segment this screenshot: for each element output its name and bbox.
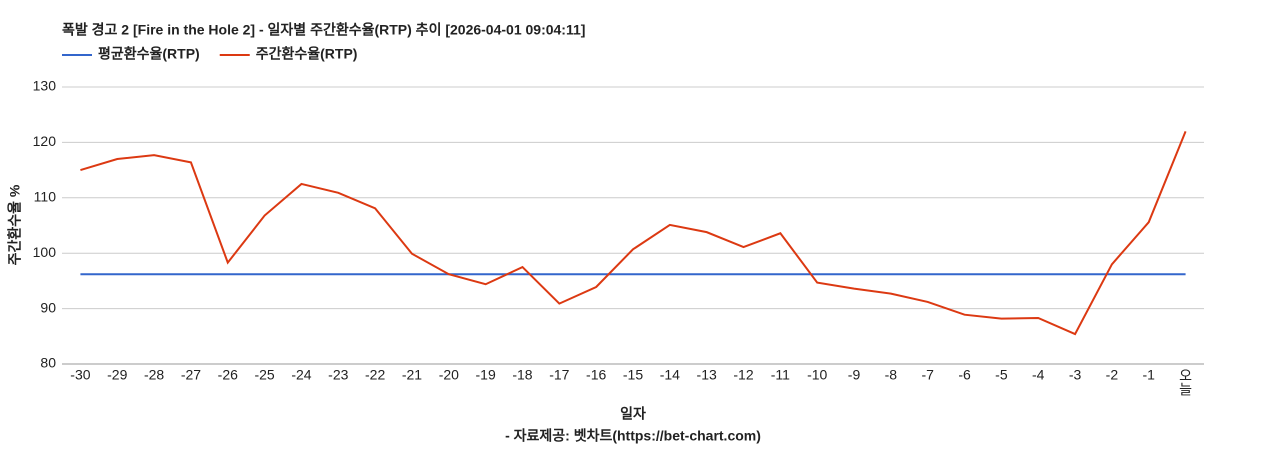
x-tick-label: -6 bbox=[958, 367, 971, 383]
y-tick-label: 90 bbox=[40, 299, 56, 315]
x-tick-label: -11 bbox=[771, 367, 790, 383]
x-tick-label: -24 bbox=[291, 367, 311, 383]
x-tick-label: -3 bbox=[1069, 367, 1082, 383]
x-tick-label: -23 bbox=[328, 367, 348, 383]
x-axis-label: 일자 bbox=[620, 406, 646, 422]
y-tick-label: 110 bbox=[34, 189, 57, 205]
x-tick-label: -20 bbox=[439, 367, 459, 383]
x-tick-label: -10 bbox=[807, 367, 827, 383]
x-tick-label: -12 bbox=[733, 367, 753, 383]
x-tick-label: -27 bbox=[181, 367, 201, 383]
x-tick-label: -8 bbox=[885, 367, 898, 383]
legend-label: 주간환수율(RTP) bbox=[256, 46, 358, 62]
x-tick-label: -2 bbox=[1106, 367, 1119, 383]
legend: 평균환수율(RTP) 주간환수율(RTP) bbox=[62, 46, 357, 62]
x-tick-label: -18 bbox=[512, 367, 532, 383]
x-tick-label: -19 bbox=[476, 367, 496, 383]
x-tick-label: -30 bbox=[70, 367, 90, 383]
x-tick-label: -1 bbox=[1143, 367, 1156, 383]
source: - 자료제공: 벳차트(https://bet-chart.com) bbox=[505, 428, 761, 444]
series-line bbox=[80, 130, 1187, 336]
x-tick-label: -14 bbox=[660, 367, 680, 383]
x-tick-label: -4 bbox=[1032, 367, 1045, 383]
x-tick-label: -5 bbox=[995, 367, 1008, 383]
x-tick-label: -13 bbox=[697, 367, 717, 383]
y-tick-label: 120 bbox=[33, 133, 57, 149]
y-tick-label: 100 bbox=[33, 244, 57, 260]
x-tick-label: 오늘 bbox=[1178, 368, 1194, 396]
x-tick-label: -15 bbox=[623, 367, 643, 383]
x-tick-label: -29 bbox=[107, 367, 127, 383]
x-tick-label: -26 bbox=[218, 367, 238, 383]
x-tick-label: -22 bbox=[365, 367, 385, 383]
chart-title: 폭발 경고 2 [Fire in the Hole 2] - 일자별 주간환수율… bbox=[62, 22, 585, 38]
x-tick-label: -9 bbox=[848, 367, 861, 383]
x-tick-label: -16 bbox=[586, 367, 606, 383]
legend-label: 평균환수율(RTP) bbox=[98, 46, 200, 62]
x-tick-label: -21 bbox=[402, 367, 422, 383]
x-tick-label: -28 bbox=[144, 367, 164, 383]
x-tick-label: -25 bbox=[254, 367, 274, 383]
x-tick-label: -17 bbox=[549, 367, 569, 383]
x-tick-label: -7 bbox=[921, 367, 934, 383]
y-tick-label: 130 bbox=[33, 78, 57, 94]
y-tick-label: 80 bbox=[40, 355, 56, 371]
y-axis-label: 주간환수율 % bbox=[7, 184, 23, 265]
